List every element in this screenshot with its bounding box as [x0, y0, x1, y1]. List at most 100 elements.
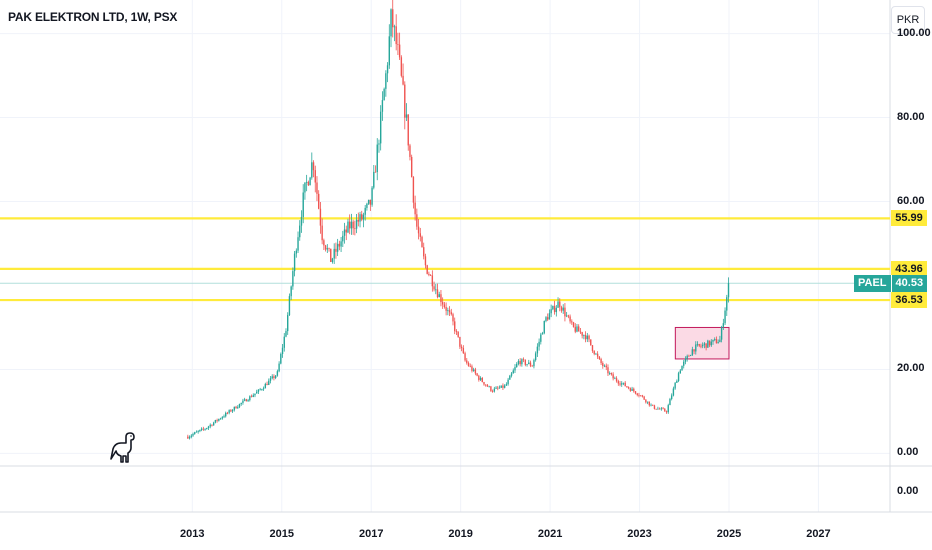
horizontal-levels: [0, 217, 890, 302]
candle-body: [331, 258, 334, 262]
candle-body: [619, 383, 621, 385]
candle-body: [710, 341, 712, 346]
candle-body: [686, 355, 688, 359]
candle-body: [602, 363, 604, 366]
candle-body: [383, 88, 385, 101]
candle-body: [447, 310, 449, 312]
candle-body: [662, 408, 664, 410]
candle-body: [359, 214, 361, 222]
candle-body: [264, 383, 267, 389]
candle-body: [607, 367, 609, 374]
candle-body: [565, 315, 568, 317]
candle-body: [590, 339, 592, 346]
candle-body: [390, 9, 392, 37]
candle-body: [624, 382, 626, 387]
candle-body: [552, 305, 554, 310]
candle-body: [634, 391, 637, 394]
candle-body: [345, 229, 347, 233]
candle-body: [510, 373, 513, 376]
candle-body: [708, 340, 711, 346]
x-tick-label: 2025: [716, 528, 742, 540]
candle-body: [207, 426, 210, 429]
candle-body: [571, 321, 573, 323]
candle-body: [538, 341, 540, 347]
candle-body: [726, 297, 728, 311]
candle-body: [583, 335, 585, 336]
candle-body: [497, 387, 499, 389]
candle-body: [249, 396, 251, 401]
candle-body: [278, 363, 280, 372]
candle-body: [342, 235, 344, 242]
candle-body: [534, 353, 537, 361]
candle-body: [481, 377, 483, 383]
lower-pane-tick-label: 0.00: [897, 485, 919, 497]
candle-body: [505, 384, 508, 386]
level-label: 55.99: [891, 210, 927, 227]
candle-body: [569, 316, 571, 322]
candle-body: [261, 389, 263, 391]
candle-body: [374, 171, 377, 173]
candle-body: [645, 399, 647, 403]
candle-body: [324, 245, 327, 250]
candle-body: [428, 273, 430, 275]
candle-body: [355, 219, 358, 229]
candle-body: [722, 323, 725, 327]
candle-body: [478, 375, 480, 380]
candle-body: [200, 428, 203, 430]
candle-body: [469, 365, 471, 367]
candle-body: [273, 376, 275, 379]
candle-body: [672, 388, 675, 396]
candle-body: [553, 305, 556, 313]
candle-body: [727, 283, 730, 298]
candle-body: [529, 362, 532, 366]
y-tick-label: 80.00: [897, 110, 925, 123]
currency-button[interactable]: PKR: [891, 6, 925, 34]
candle-body: [643, 396, 645, 400]
candle-body: [493, 388, 496, 392]
candle-body: [433, 286, 435, 290]
consolidation-box[interactable]: [674, 326, 730, 360]
candle-body: [586, 335, 589, 340]
candle-body: [245, 399, 248, 402]
candle-body: [305, 181, 308, 183]
candle-body: [540, 334, 542, 342]
candle-body: [459, 336, 461, 347]
candle-body: [238, 403, 241, 408]
candle-body: [650, 404, 652, 406]
candle-body: [450, 312, 452, 315]
candle-body: [653, 405, 656, 409]
candle-body: [509, 375, 511, 380]
candle-body: [299, 225, 301, 238]
candle-body: [495, 387, 497, 389]
candle-body: [295, 250, 298, 254]
candle-body: [720, 326, 723, 340]
candle-body: [252, 395, 254, 397]
candle-body: [204, 428, 206, 430]
candle-body: [593, 350, 595, 354]
candle-body: [297, 237, 299, 251]
candle-body: [336, 243, 339, 252]
candle-body: [466, 360, 468, 363]
candle-body: [266, 383, 268, 385]
candle-body: [378, 143, 380, 145]
candle-body: [199, 429, 201, 432]
candle-body: [648, 401, 650, 406]
candle-body: [714, 339, 716, 340]
candle-body: [664, 408, 666, 412]
candle-body: [584, 335, 587, 340]
candle-body: [436, 289, 439, 298]
candle-body: [192, 434, 194, 436]
x-tick-label: 2019: [448, 528, 473, 540]
candle-body: [219, 418, 222, 420]
candle-body: [543, 320, 545, 334]
candle-body: [293, 253, 296, 272]
candle-body: [421, 236, 423, 248]
candle-body: [724, 310, 726, 324]
x-tick-label: 2013: [180, 528, 205, 540]
candle-body: [526, 364, 528, 365]
candle-body: [598, 356, 601, 360]
candle-body: [717, 342, 719, 344]
candle-body: [343, 229, 346, 236]
candle-body: [214, 419, 217, 423]
